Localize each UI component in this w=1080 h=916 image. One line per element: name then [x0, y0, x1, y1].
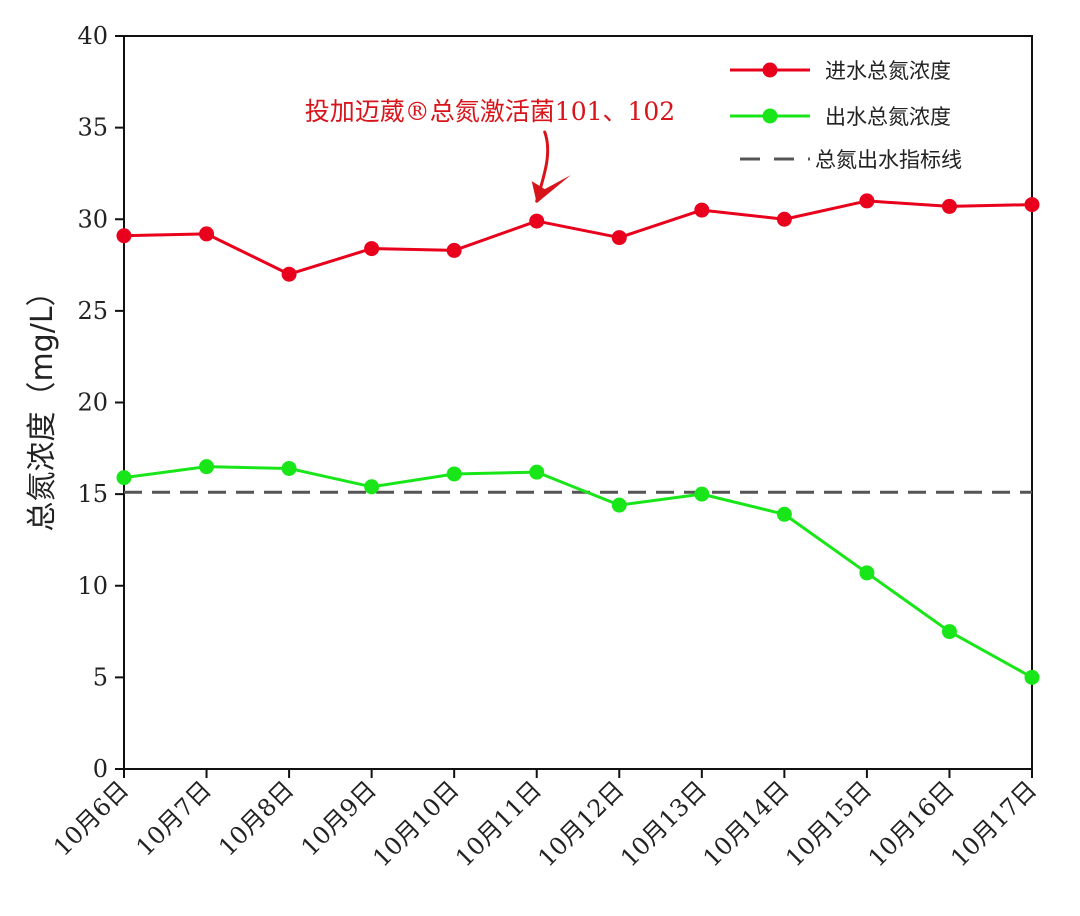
y-tick-label: 30: [77, 205, 108, 233]
y-tick-label: 25: [77, 297, 108, 325]
x-tick-label: 10月6日: [48, 775, 134, 861]
x-tick-label: 10月14日: [698, 775, 795, 872]
data-point-series-2: [199, 459, 215, 475]
data-point-series-1: [859, 193, 875, 209]
y-tick-label: 20: [77, 389, 108, 417]
series-line-1: [123, 199, 1033, 276]
y-axis-title: 总氮浓度（mg/L）: [25, 276, 60, 531]
y-tick-label: 0: [93, 755, 108, 783]
data-point-series-2: [116, 470, 132, 486]
data-point-series-1: [116, 228, 132, 244]
x-tick-label: 10月17日: [945, 775, 1042, 872]
data-point-series-2: [1024, 669, 1040, 685]
annotation-text: 投加迈葳®总氮激活菌101、102: [305, 97, 675, 126]
data-point-series-1: [529, 213, 545, 229]
series-layer: [116, 193, 1040, 685]
x-tick-label: 10月8日: [213, 775, 299, 861]
legend-label-series-1: 进水总氮浓度: [825, 59, 951, 83]
y-tick-label: 15: [77, 480, 108, 508]
x-tick-label: 10月10日: [367, 775, 464, 872]
data-point-series-2: [941, 624, 957, 640]
annotation-arrow-head: [531, 175, 571, 204]
data-point-series-2: [529, 464, 545, 480]
y-tick-label: 5: [93, 663, 108, 691]
x-tick-label: 10月15日: [780, 775, 877, 872]
x-tick-label: 10月13日: [615, 775, 712, 872]
data-point-series-2: [776, 506, 792, 522]
legend-label-reference: 总氮出水指标线: [815, 148, 962, 172]
x-tick-label: 10月16日: [863, 775, 960, 872]
data-point-series-1: [776, 211, 792, 227]
annotation-layer: 投加迈葳®总氮激活菌101、102: [305, 97, 675, 204]
data-point-series-1: [941, 198, 957, 214]
data-point-series-1: [1024, 197, 1040, 213]
x-tick-label: 10月12日: [533, 775, 630, 872]
legend-marker-series-1: [762, 62, 778, 78]
series-line-2: [123, 465, 1033, 679]
data-point-series-1: [364, 241, 380, 257]
y-tick-label: 40: [77, 22, 108, 50]
data-point-series-2: [446, 466, 462, 482]
data-point-series-1: [446, 242, 462, 258]
plot-frame: [123, 35, 1033, 770]
y-tick-label: 10: [77, 572, 108, 600]
data-point-series-1: [199, 226, 215, 242]
x-tick-label: 10月11日: [450, 775, 547, 872]
data-point-series-2: [281, 460, 297, 476]
x-tick-label: 10月9日: [296, 775, 382, 861]
data-point-series-2: [611, 497, 627, 513]
x-tick-label: 10月7日: [131, 775, 217, 861]
data-point-series-1: [281, 266, 297, 282]
legend-label-series-2: 出水总氮浓度: [825, 105, 951, 129]
data-point-series-1: [611, 230, 627, 246]
data-point-series-2: [364, 479, 380, 495]
data-point-series-2: [694, 486, 710, 502]
y-tick-label: 35: [77, 114, 108, 142]
legend-marker-series-2: [762, 108, 778, 124]
data-point-series-2: [859, 565, 875, 581]
data-point-series-1: [694, 202, 710, 218]
